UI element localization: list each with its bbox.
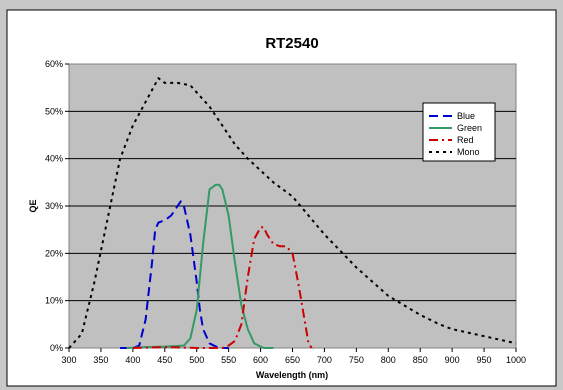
x-tick-label: 750 (349, 355, 364, 365)
chart-title: RT2540 (265, 35, 318, 52)
y-tick-label: 20% (45, 248, 63, 258)
y-tick-label: 10% (45, 296, 63, 306)
series-line-blue (120, 200, 229, 349)
legend-label-blue: Blue (457, 111, 475, 121)
y-tick-labels: 0% 10% 20% 30% 40% 50% 60% (45, 59, 63, 353)
legend-label-red: Red (457, 135, 474, 145)
legend: Blue Green Red Mono (422, 102, 496, 162)
y-tick-label: 0% (50, 343, 63, 353)
x-tick-label: 850 (413, 355, 428, 365)
x-tick-label: 650 (285, 355, 300, 365)
y-tick-label: 30% (45, 201, 63, 211)
y-axis-label: QE (28, 199, 38, 212)
x-tick-label: 600 (253, 355, 268, 365)
x-tick-label: 700 (317, 355, 332, 365)
series-line-red (132, 226, 313, 349)
x-axis-label: Wavelength (nm) (256, 370, 328, 380)
x-tick-label: 950 (477, 355, 492, 365)
legend-box (422, 102, 496, 162)
x-tick-label: 300 (61, 355, 76, 365)
x-tick-label: 450 (157, 355, 172, 365)
legend-label-mono: Mono (457, 147, 480, 157)
x-tick-label: 900 (445, 355, 460, 365)
legend-label-green: Green (457, 123, 482, 133)
x-tick-label: 350 (93, 355, 108, 365)
y-tick-label: 40% (45, 154, 63, 164)
x-tick-label: 500 (189, 355, 204, 365)
x-tick-labels: 300 350 400 450 500 550 600 650 700 750 800 850 900 9… (61, 355, 526, 365)
x-tick-label: 400 (125, 355, 140, 365)
x-tick-label: 1000 (506, 355, 526, 365)
series-line-mono (68, 77, 517, 349)
y-tick-label: 50% (45, 106, 63, 116)
series-lines (68, 77, 517, 349)
x-tick-label: 800 (381, 355, 396, 365)
x-tick-label: 550 (221, 355, 236, 365)
series-line-green (126, 183, 274, 349)
y-tick-label: 60% (45, 59, 63, 69)
